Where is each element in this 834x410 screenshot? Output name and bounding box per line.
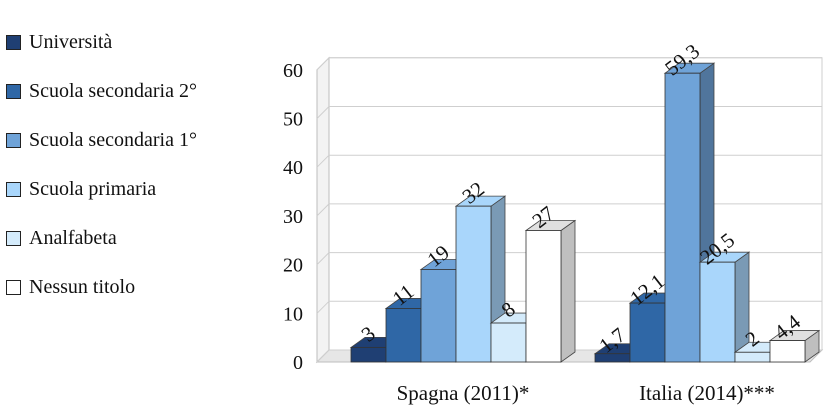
gridline-side — [316, 203, 330, 217]
legend-label: Scuola secondaria 1° — [29, 129, 197, 151]
y-tick-label: 50 — [283, 109, 303, 131]
legend-item-scuola-secondaria-2: Scuola secondaria 2° — [6, 67, 197, 116]
bar-front — [350, 346, 387, 363]
legend-item-scuola-primaria: Scuola primaria — [6, 165, 197, 214]
legend-label: Analfabeta — [29, 227, 117, 249]
legend-label: Università — [29, 31, 113, 53]
bar-front — [734, 351, 771, 363]
y-tick-label: 20 — [283, 255, 303, 277]
bar-nessun-titolo-italia-2014 — [768, 329, 821, 363]
y-tick-label: 60 — [283, 60, 303, 82]
bar-front — [664, 72, 701, 363]
y-tick-label: 40 — [283, 157, 303, 179]
legend-swatch — [6, 182, 21, 197]
legend-label: Scuola secondaria 2° — [29, 80, 197, 102]
legend-item-universita: Università — [6, 18, 197, 67]
bar-front — [420, 269, 457, 363]
legend-swatch — [6, 133, 21, 148]
legend-swatch — [6, 35, 21, 50]
bar-front — [385, 308, 422, 363]
bar-front — [699, 261, 736, 363]
gridline-side — [316, 57, 330, 71]
gridline-side — [316, 349, 330, 363]
bar-nessun-titolo-spagna-2011 — [524, 219, 577, 363]
legend-label: Scuola primaria — [29, 178, 157, 200]
y-tick-label: 10 — [283, 303, 303, 325]
bar-side — [560, 219, 576, 363]
legend-item-analfabeta: Analfabeta — [6, 214, 197, 263]
x-tick-label: Italia (2014)*** — [639, 381, 775, 405]
legend-item-nessun-titolo: Nessun titolo — [6, 263, 197, 312]
y-tick-label: 30 — [283, 206, 303, 228]
gridline-side — [316, 252, 330, 265]
legend-swatch — [6, 280, 21, 295]
x-tick-label: Spagna (2011)* — [397, 381, 530, 405]
bar-front — [525, 230, 562, 363]
bar-front — [455, 205, 492, 363]
gridline-side — [316, 300, 330, 314]
legend-swatch — [6, 84, 21, 99]
legend-label: Nessun titolo — [29, 276, 136, 298]
y-tick-label: 0 — [293, 352, 303, 374]
gridline-side — [316, 154, 330, 168]
legend: Università Scuola secondaria 2° Scuola sec… — [6, 18, 197, 312]
bars — [349, 62, 821, 363]
gridline-side — [316, 106, 330, 119]
legend-swatch — [6, 231, 21, 246]
bar-front — [769, 340, 806, 363]
legend-item-scuola-secondaria-1: Scuola secondaria 1° — [6, 116, 197, 165]
bar-front — [490, 322, 527, 363]
bar-front — [629, 302, 666, 363]
bar-scuola-primaria-italia-2014 — [698, 251, 751, 363]
